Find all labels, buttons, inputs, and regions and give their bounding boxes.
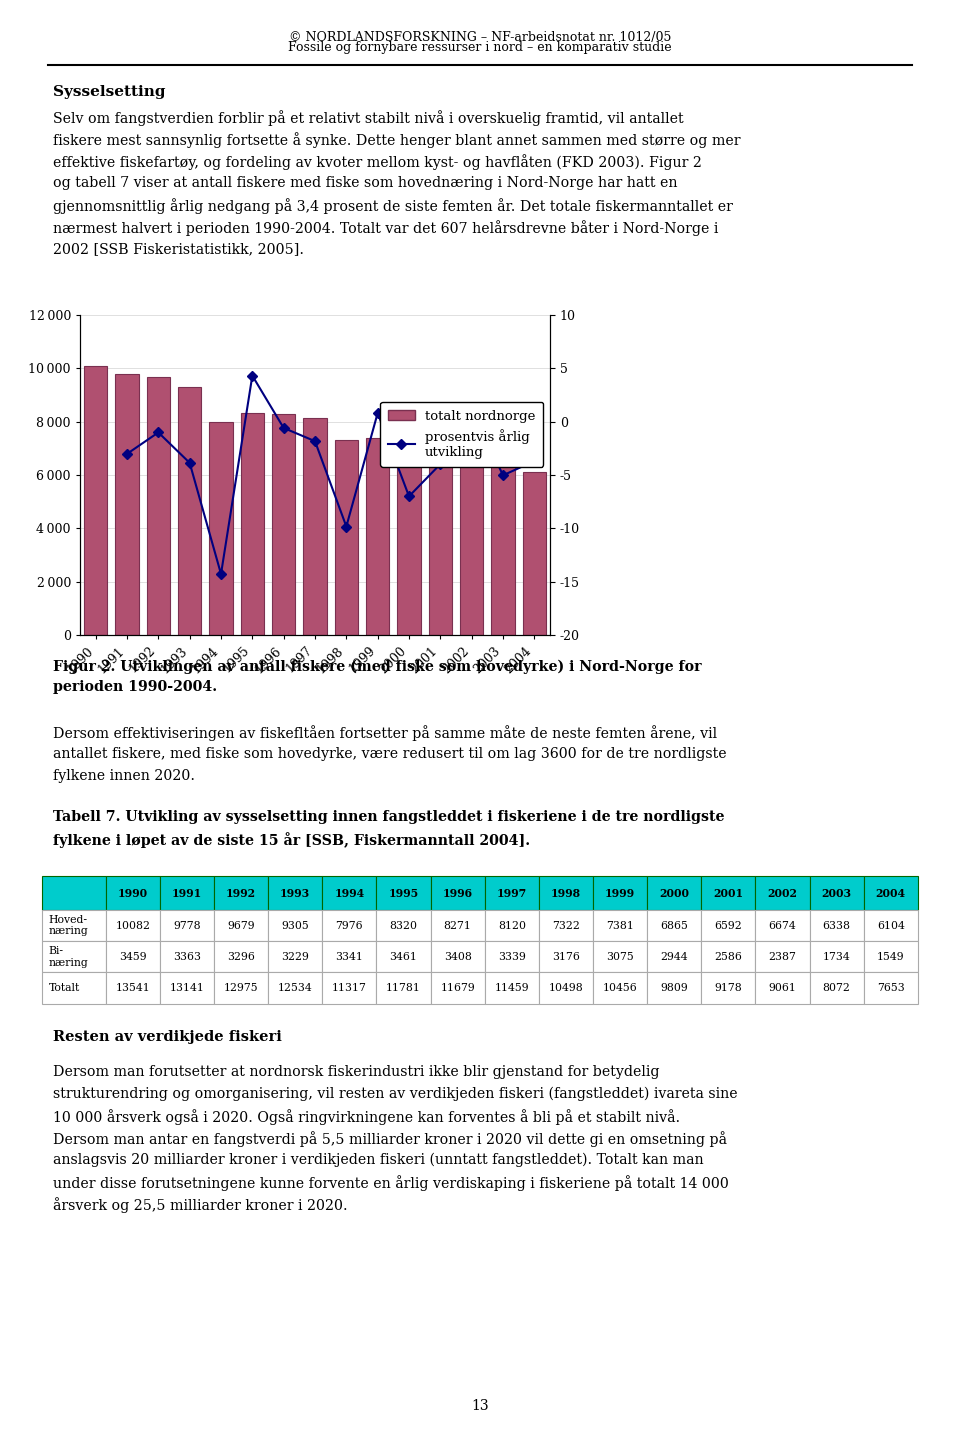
- Text: gjennomsnittlig årlig nedgang på 3,4 prosent de siste femten år. Det totale fisk: gjennomsnittlig årlig nedgang på 3,4 pro…: [53, 198, 732, 213]
- Text: nærmest halvert i perioden 1990-2004. Totalt var det 607 helårsdrevne båter i No: nærmest halvert i perioden 1990-2004. To…: [53, 221, 718, 236]
- Text: og tabell 7 viser at antall fiskere med fiske som hovednæring i Nord-Norge har h: og tabell 7 viser at antall fiskere med …: [53, 176, 678, 190]
- Bar: [428, 460, 452, 634]
- Text: Dersom man forutsetter at nordnorsk fiskerindustri ikke blir gjenstand for betyd: Dersom man forutsetter at nordnorsk fisk…: [53, 1065, 660, 1078]
- Legend: totalt nordnorge, prosentvis årlig
utvikling: totalt nordnorge, prosentvis årlig utvik…: [380, 401, 543, 467]
- Text: perioden 1990-2004.: perioden 1990-2004.: [53, 680, 217, 695]
- Text: fylkene innen 2020.: fylkene innen 2020.: [53, 769, 195, 783]
- Text: fylkene i løpet av de siste 15 år [SSB, Fiskermanntall 2004].: fylkene i løpet av de siste 15 år [SSB, …: [53, 832, 530, 848]
- Bar: [241, 414, 264, 634]
- Text: 2002 [SSB Fiskeristatistikk, 2005].: 2002 [SSB Fiskeristatistikk, 2005].: [53, 242, 303, 256]
- Text: Resten av verdikjede fiskeri: Resten av verdikjede fiskeri: [53, 1030, 281, 1044]
- Text: Dersom effektiviseringen av fiskefltåen fortsetter på samme måte de neste femten: Dersom effektiviseringen av fiskefltåen …: [53, 725, 717, 740]
- Bar: [178, 387, 202, 634]
- Text: årsverk og 25,5 milliarder kroner i 2020.: årsverk og 25,5 milliarder kroner i 2020…: [53, 1197, 348, 1213]
- Text: Fossile og fornybare ressurser i nord – en komparativ studie: Fossile og fornybare ressurser i nord – …: [288, 40, 672, 54]
- Text: effektive fiskefartøy, og fordeling av kvoter mellom kyst- og havflåten (FKD 200: effektive fiskefartøy, og fordeling av k…: [53, 155, 702, 170]
- Text: © NORDLANDSFORSKNING – NF-arbeidsnotat nr. 1012/05: © NORDLANDSFORSKNING – NF-arbeidsnotat n…: [289, 30, 671, 44]
- Text: 13: 13: [471, 1399, 489, 1413]
- Text: strukturendring og omorganisering, vil resten av verdikjeden fiskeri (fangstledd: strukturendring og omorganisering, vil r…: [53, 1087, 737, 1101]
- Bar: [84, 367, 108, 634]
- Text: Tabell 7. Utvikling av sysselsetting innen fangstleddet i fiskeriene i de tre no: Tabell 7. Utvikling av sysselsetting inn…: [53, 811, 724, 823]
- Bar: [460, 457, 484, 634]
- Bar: [397, 453, 420, 634]
- Bar: [335, 440, 358, 634]
- Text: Selv om fangstverdien forblir på et relativt stabilt nivå i overskuelig framtid,: Selv om fangstverdien forblir på et rela…: [53, 110, 684, 126]
- Bar: [522, 473, 546, 634]
- Text: antallet fiskere, med fiske som hovedyrke, være redusert til om lag 3600 for de : antallet fiskere, med fiske som hovedyrk…: [53, 748, 727, 760]
- Text: Dersom man antar en fangstverdi på 5,5 milliarder kroner i 2020 vil dette gi en : Dersom man antar en fangstverdi på 5,5 m…: [53, 1131, 727, 1147]
- Bar: [492, 465, 515, 634]
- Bar: [147, 377, 170, 634]
- Text: Figur 2. Utviklingen av antall fiskere (med fiske som hovedyrke) i Nord-Norge fo: Figur 2. Utviklingen av antall fiskere (…: [53, 660, 702, 674]
- Text: 10 000 årsverk også i 2020. Også ringvirkningene kan forventes å bli på et stabi: 10 000 årsverk også i 2020. Også ringvir…: [53, 1108, 680, 1126]
- Bar: [115, 374, 139, 634]
- Bar: [303, 418, 326, 634]
- Bar: [272, 414, 296, 634]
- Bar: [366, 438, 390, 634]
- Bar: [209, 422, 232, 634]
- Text: under disse forutsetningene kunne forvente en årlig verdiskaping i fiskeriene på: under disse forutsetningene kunne forven…: [53, 1176, 729, 1191]
- Text: fiskere mest sannsynlig fortsette å synke. Dette henger blant annet sammen med s: fiskere mest sannsynlig fortsette å synk…: [53, 132, 740, 147]
- Text: Sysselsetting: Sysselsetting: [53, 84, 165, 99]
- Text: anslagsvis 20 milliarder kroner i verdikjeden fiskeri (unntatt fangstleddet). To: anslagsvis 20 milliarder kroner i verdik…: [53, 1153, 704, 1167]
